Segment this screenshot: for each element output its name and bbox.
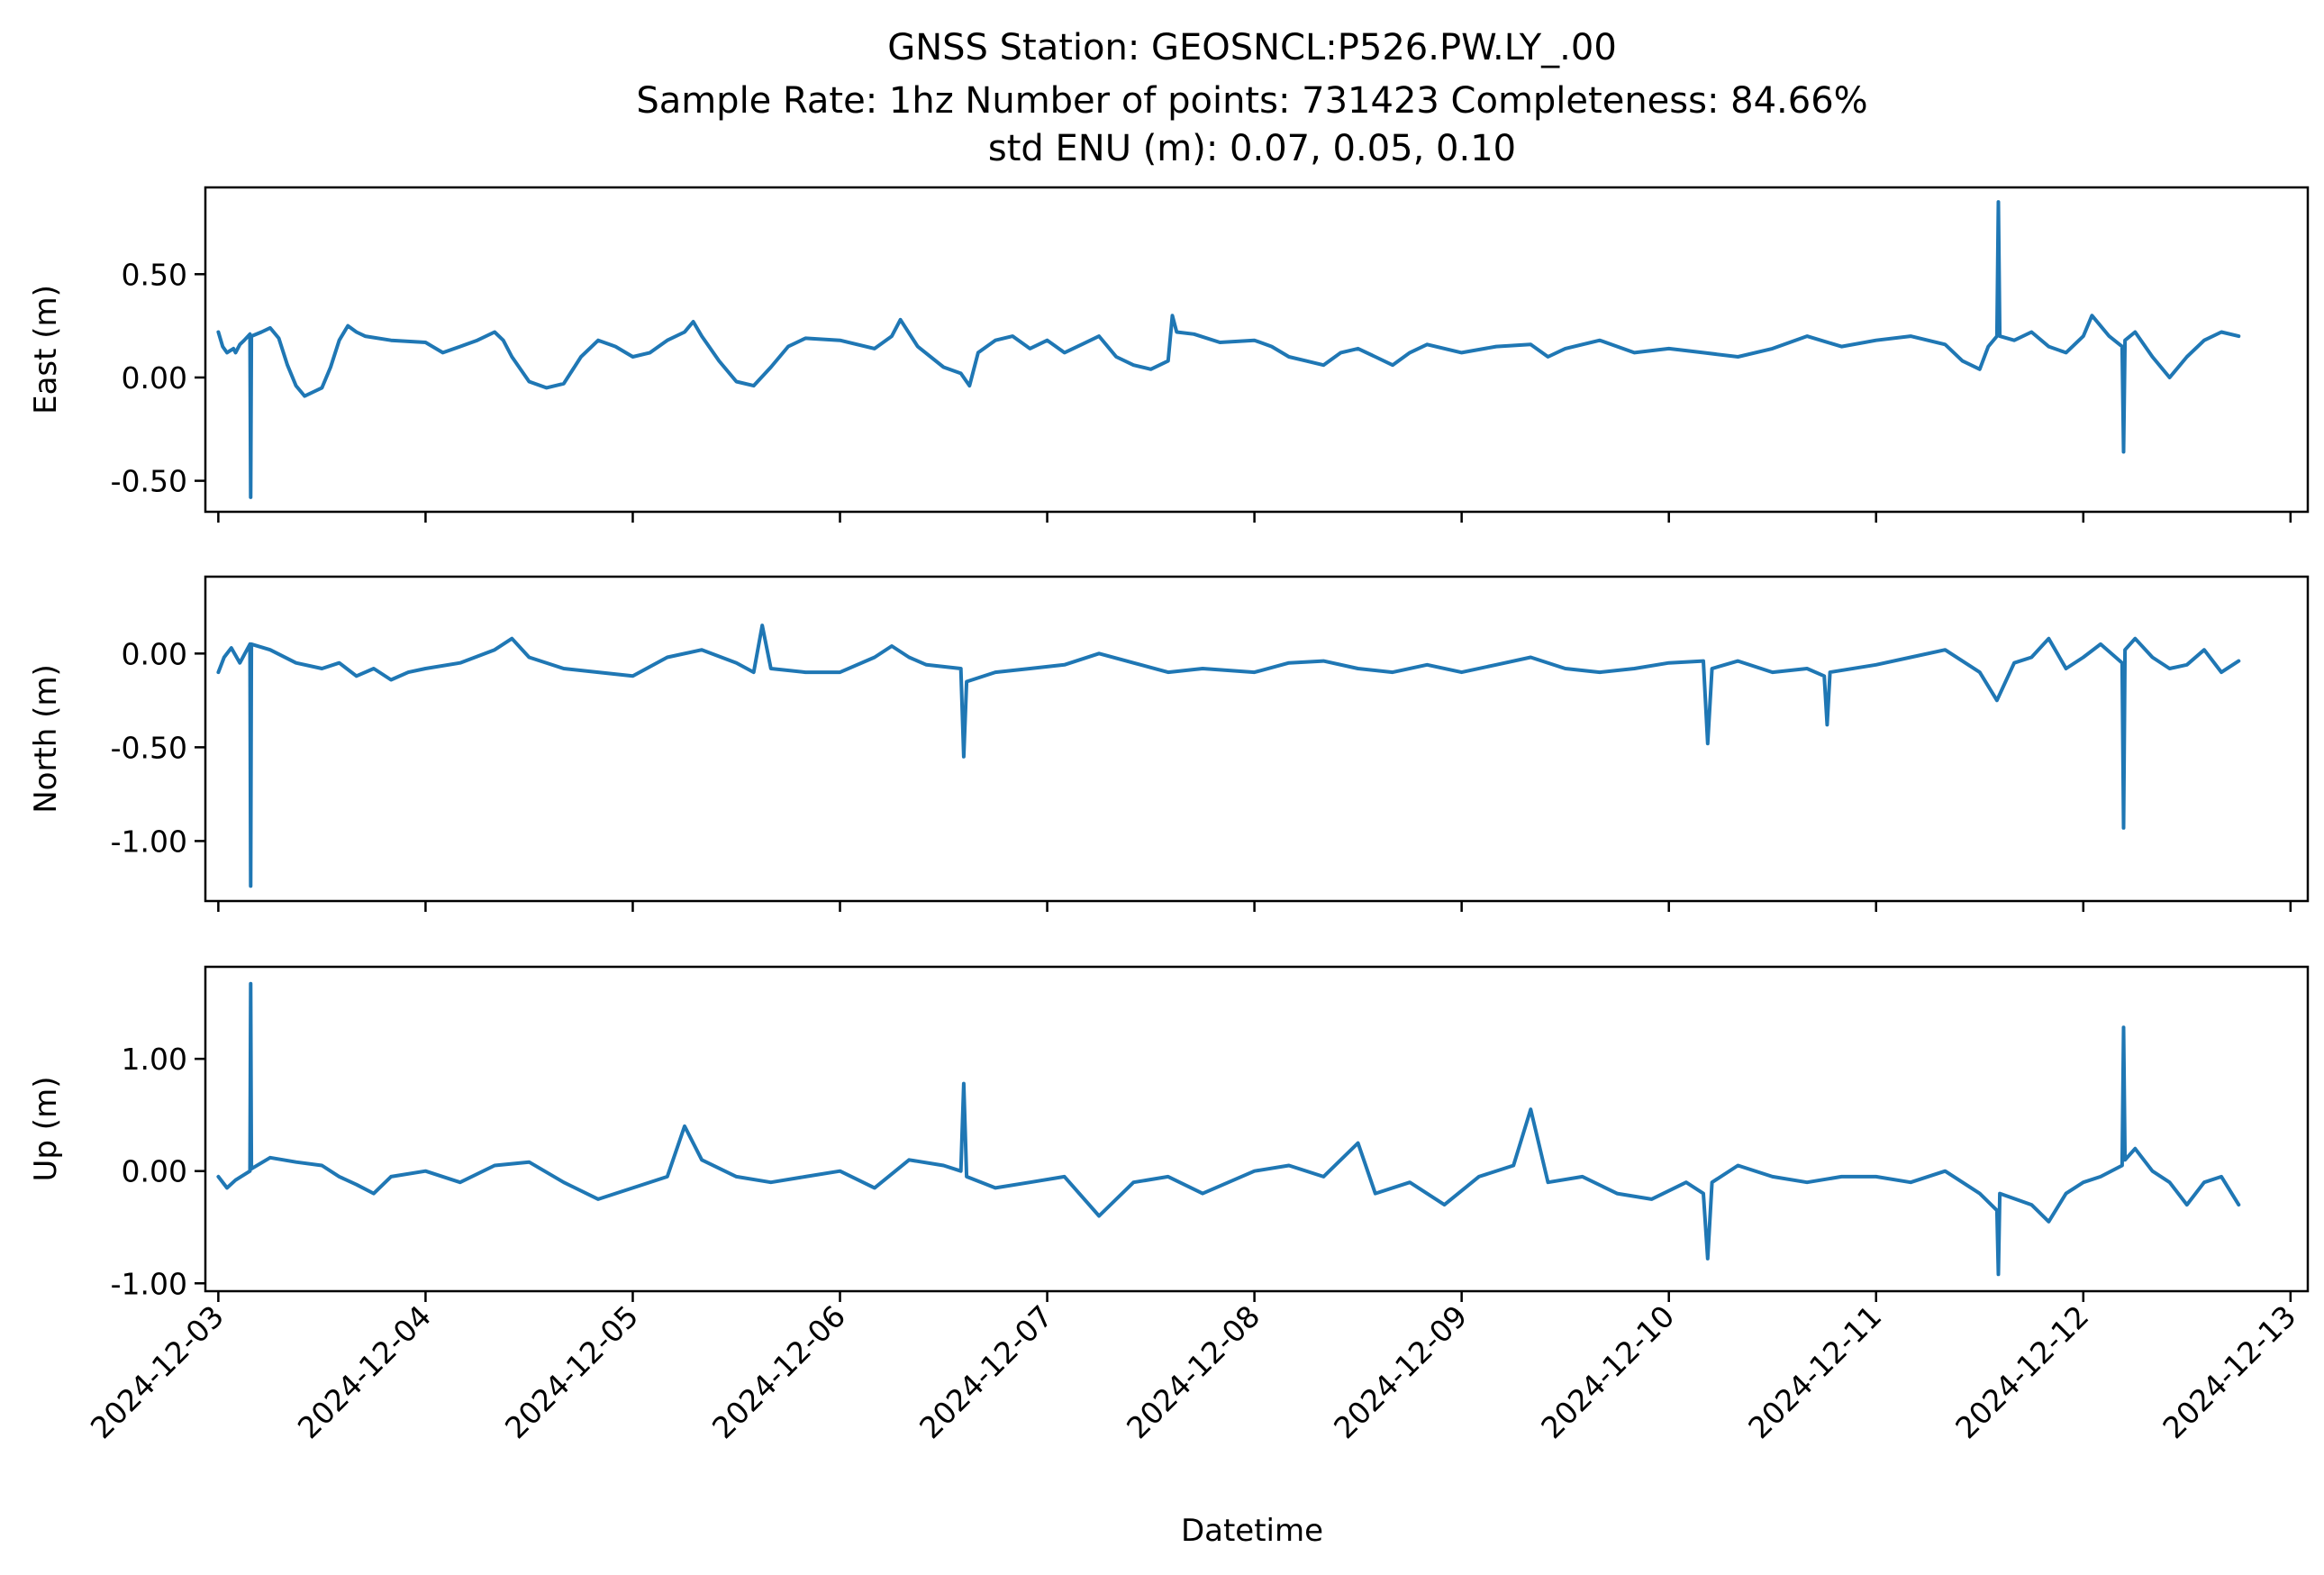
east-panel: 0.50 0.00 -0.50 East (m) [28, 186, 2310, 523]
east-ytick-label: -0.50 [111, 464, 187, 499]
east-ytick-label: 0.50 [122, 257, 187, 292]
x-tick-label: 2024-12-12 [1948, 1298, 2095, 1445]
north-ytick-label: -0.50 [111, 730, 187, 765]
x-tick-label: 2024-12-13 [2156, 1298, 2302, 1445]
x-tick-label: 2024-12-03 [84, 1298, 231, 1445]
x-tick-label: 2024-12-09 [1327, 1298, 1474, 1445]
north-ytick-label: -1.00 [111, 824, 187, 859]
up-ytick-label: -1.00 [111, 1266, 187, 1301]
north-trace [216, 624, 2241, 888]
x-tick-label: 2024-12-05 [498, 1298, 645, 1445]
up-trace [216, 981, 2241, 1277]
north-plot-frame [204, 575, 2310, 903]
east-ytick-label: 0.00 [122, 360, 187, 396]
north-panel: 0.00 -0.50 -1.00 North (m) [28, 575, 2310, 912]
up-axis-label: Up (m) [28, 1077, 64, 1182]
x-tick-label: 2024-12-10 [1534, 1298, 1681, 1445]
east-plot-frame [204, 186, 2310, 514]
east-trace [216, 200, 2241, 499]
up-ytick-label: 0.00 [122, 1154, 187, 1189]
title-line-1: GNSS Station: GEOSNCL:P526.PW.LY_.00 [887, 27, 1617, 68]
x-tick-label: 2024-12-08 [1120, 1298, 1266, 1445]
north-axis-label: North (m) [28, 664, 64, 814]
title-line-2: Sample Rate: 1hz Number of points: 73142… [636, 80, 1867, 122]
title-line-3: std ENU (m): 0.07, 0.05, 0.10 [988, 128, 1516, 169]
x-tick-label: 2024-12-07 [912, 1298, 1059, 1445]
north-ytick-label: 0.00 [122, 636, 187, 671]
chart-title: GNSS Station: GEOSNCL:P526.PW.LY_.00 Sam… [636, 27, 1867, 169]
up-ytick-label: 1.00 [122, 1042, 187, 1077]
up-plot-frame [204, 965, 2310, 1293]
x-tick-label: 2024-12-11 [1741, 1298, 1888, 1445]
east-axis-label: East (m) [28, 285, 64, 414]
x-tick-label: 2024-12-06 [705, 1298, 852, 1445]
up-panel: 1.00 0.00 -1.00 2024-12-03 2024-12-04 2024-1… [28, 965, 2310, 1445]
x-axis-label: Datetime [1181, 1513, 1323, 1549]
x-tick-label: 2024-12-04 [291, 1298, 438, 1445]
